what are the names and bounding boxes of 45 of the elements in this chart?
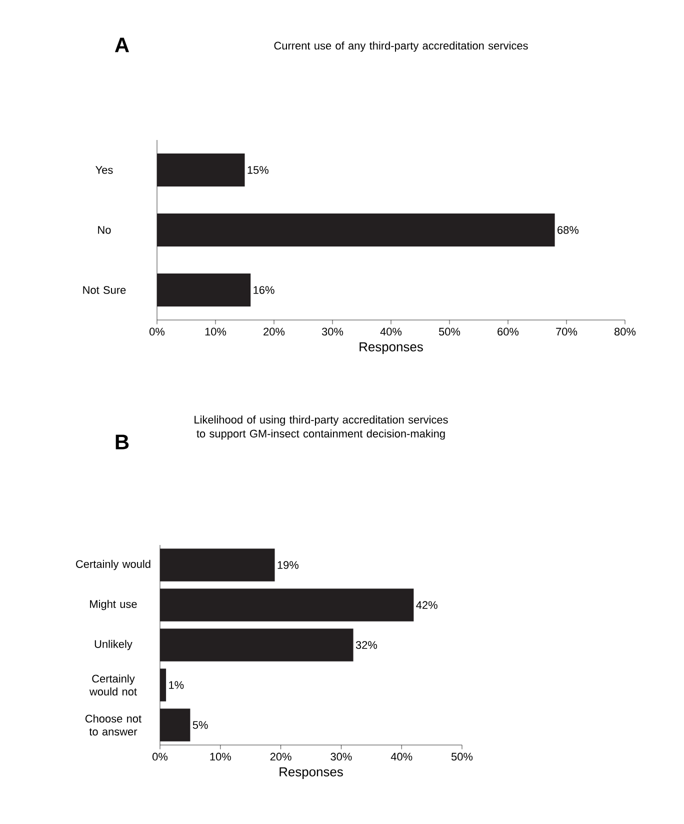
bar — [157, 273, 251, 306]
bar — [160, 588, 414, 622]
x-tick-label: 60% — [498, 328, 519, 336]
x-axis-title: Responses — [360, 342, 423, 354]
y-tick-label: Might use — [90, 600, 137, 610]
bar — [157, 153, 245, 186]
data-label: 5% — [192, 721, 208, 729]
x-tick-label: 50% — [438, 328, 460, 336]
x-tick-label: 0% — [152, 752, 168, 761]
y-tick-label: Yes — [96, 166, 113, 174]
x-axis-title: Responses — [280, 767, 343, 779]
y-tick-label: Unlikely — [94, 640, 132, 650]
y-tick-label: Choose not to answer — [85, 714, 142, 736]
x-tick-label: 80% — [614, 328, 636, 336]
data-label: 68% — [558, 226, 579, 234]
bar — [160, 628, 354, 662]
data-label: 19% — [278, 561, 298, 569]
data-label: 1% — [169, 681, 184, 689]
x-tick-label: 10% — [205, 328, 226, 336]
chart-title: Current use of any third-party accreditation services — [274, 42, 528, 52]
x-tick-label: 30% — [330, 752, 352, 761]
text: A — [114, 38, 130, 52]
x-tick-label: 70% — [556, 328, 578, 336]
x-tick-label: 40% — [390, 752, 412, 761]
data-label: 42% — [416, 601, 438, 609]
x-tick-label: 40% — [380, 328, 402, 336]
data-label: 16% — [254, 286, 274, 294]
data-label: 32% — [356, 641, 378, 649]
y-tick-label: Certainly would not — [89, 674, 137, 696]
x-tick-label: 20% — [264, 328, 285, 336]
y-tick-label: Certainly would — [76, 560, 150, 570]
bar — [160, 668, 166, 702]
text: B — [116, 434, 129, 450]
y-tick-label: No — [98, 226, 111, 234]
x-tick-label: 50% — [451, 752, 473, 761]
x-tick-label: 10% — [210, 752, 231, 761]
bar — [157, 213, 555, 246]
bar — [160, 708, 190, 742]
x-tick-label: 0% — [150, 328, 165, 336]
y-tick-label: Not Sure — [83, 286, 126, 294]
bar — [160, 548, 275, 582]
x-tick-label: 30% — [322, 328, 344, 336]
data-label: 15% — [248, 166, 268, 174]
chart-title: Likelihood of using third-party accreditation services to support GM-insect containment decision-making — [194, 416, 448, 440]
x-tick-label: 20% — [270, 752, 292, 761]
